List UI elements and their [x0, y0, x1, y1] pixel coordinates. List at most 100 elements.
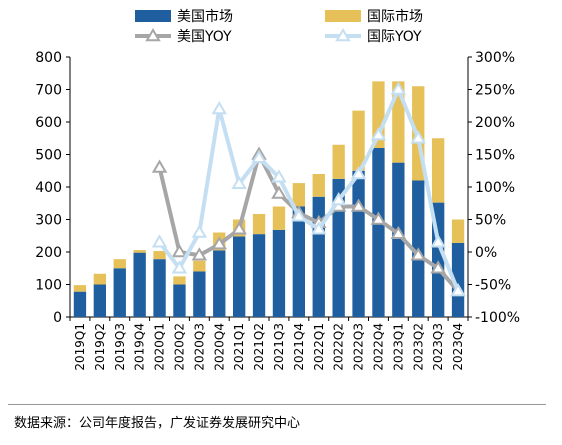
- intl-yoy-point: [211, 101, 227, 115]
- legend-swatch: [325, 10, 361, 22]
- bar-intl: [133, 250, 146, 253]
- bar-us: [133, 252, 146, 317]
- x-tick-label: 2021Q4: [292, 323, 306, 371]
- intl-yoy-point: [231, 175, 247, 189]
- intl-yoy-point: [251, 149, 267, 163]
- bar-intl: [332, 144, 345, 179]
- axes: 0 100 200 300 400 500 600 700 800 -100% -50% 0% 50% 1…: [35, 50, 520, 371]
- bar-intl: [272, 206, 286, 230]
- intl-yoy-point: [271, 169, 287, 183]
- intl-yoy-point: [311, 221, 327, 235]
- y-right-tick-label: -50%: [475, 278, 511, 294]
- us-yoy-point: [171, 244, 188, 258]
- y-left-tick-label: 300: [35, 213, 62, 229]
- us-yoy-line: [157, 152, 460, 293]
- bar-us: [451, 242, 465, 317]
- intl-yoy-point: [191, 224, 208, 238]
- y-left-tick-label: 600: [35, 115, 62, 131]
- x-tick-label: 2021Q1: [232, 323, 246, 371]
- us-yoy-point: [350, 198, 367, 212]
- us-yoy-point: [410, 247, 426, 261]
- bar-us: [352, 170, 365, 317]
- bar-us: [232, 236, 246, 317]
- y-right-tick-label: 250%: [475, 83, 515, 99]
- us-yoy-point: [191, 247, 208, 261]
- y-right-tick-label: 200%: [475, 115, 515, 131]
- bar-intl: [292, 183, 306, 207]
- y-left-tick-label: 100: [35, 278, 62, 294]
- x-tick-label: 2019Q2: [93, 323, 107, 371]
- us-yoy-point: [370, 211, 387, 225]
- intl-yoy-point: [410, 130, 426, 144]
- x-tick-label: 2023Q4: [451, 323, 465, 371]
- bar-intl: [252, 213, 266, 235]
- bar-intl: [193, 260, 206, 272]
- legend-marker: [145, 28, 161, 42]
- intl-yoy-point: [430, 234, 446, 248]
- y-left-tick-label: 200: [35, 245, 62, 261]
- bar-us: [213, 250, 226, 317]
- bar-intl: [93, 273, 107, 285]
- intl-yoy-line: [157, 87, 460, 292]
- us-yoy-point: [151, 159, 168, 173]
- intl-yoy-point: [171, 260, 188, 274]
- legend-label: 国际YOY: [367, 29, 422, 45]
- us-yoy-point: [231, 221, 247, 235]
- bar-intl: [312, 174, 325, 197]
- legend-label: 美国市场: [177, 8, 233, 25]
- x-tick-label: 2022Q2: [332, 323, 346, 371]
- intl-yoy-point: [450, 283, 466, 297]
- yoy-lines: [151, 81, 466, 297]
- y-left-tick-label: 400: [35, 180, 62, 196]
- x-tick-label: 2023Q2: [411, 323, 425, 371]
- x-tick-label: 2019Q1: [73, 323, 87, 371]
- intl-yoy-point: [390, 81, 407, 95]
- bar-us: [73, 291, 87, 317]
- intl-yoy-point: [291, 208, 307, 222]
- bar-us: [332, 178, 345, 317]
- x-tick-label: 2020Q4: [212, 323, 226, 371]
- bar-intl: [352, 110, 365, 171]
- bar-us: [93, 284, 107, 317]
- legend-swatch: [135, 10, 171, 22]
- bar-us: [193, 271, 206, 317]
- bar-intl: [73, 285, 87, 292]
- x-tick-label: 2020Q3: [192, 323, 206, 371]
- legend-label: 美国YOY: [177, 29, 232, 45]
- y-right-tick-label: 50%: [475, 213, 506, 229]
- y-right-tick-label: 150%: [475, 148, 515, 164]
- x-tick-label: 2022Q1: [312, 323, 326, 371]
- x-tick-label: 2022Q3: [352, 323, 366, 371]
- y-right-tick-label: -100%: [475, 310, 520, 326]
- bar-intl: [431, 138, 445, 203]
- bar-us: [153, 259, 166, 317]
- x-tick-label: 2021Q3: [272, 323, 286, 371]
- x-tick-label: 2021Q2: [252, 323, 266, 371]
- y-left-tick-label: 0: [53, 310, 62, 326]
- source-note: 数据来源：公司年度报告，广发证券发展研究中心: [14, 416, 301, 431]
- bar-us: [173, 284, 186, 317]
- y-left-tick-label: 700: [35, 83, 62, 99]
- legend-label: 国际市场: [367, 8, 423, 25]
- y-left-tick-label: 800: [35, 50, 62, 66]
- source-divider: [8, 404, 546, 405]
- intl-yoy-point: [330, 192, 347, 206]
- bar-us: [113, 268, 126, 317]
- y-left-tick-label: 500: [35, 148, 62, 164]
- us-yoy-point: [271, 185, 287, 199]
- bar-intl: [173, 276, 186, 285]
- us-yoy-point: [390, 225, 407, 239]
- bar-intl: [113, 259, 126, 269]
- x-tick-label: 2020Q2: [172, 323, 186, 371]
- bar-intl: [451, 219, 465, 243]
- x-tick-label: 2020Q1: [153, 323, 167, 371]
- x-tick-label: 2023Q1: [391, 323, 405, 371]
- bar-us: [292, 206, 306, 317]
- x-tick-label: 2023Q3: [431, 323, 445, 371]
- y-right-tick-label: 100%: [475, 180, 515, 196]
- y-right-tick-label: 0%: [475, 245, 497, 261]
- x-tick-label: 2022Q4: [371, 323, 385, 371]
- bar-us: [392, 162, 405, 317]
